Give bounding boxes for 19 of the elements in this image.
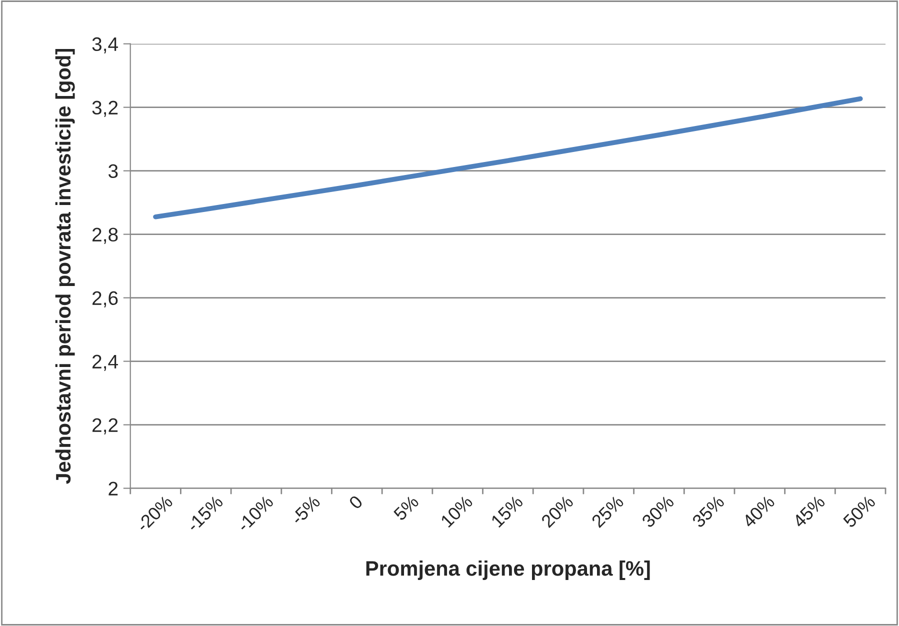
x-tick-label: 35%	[691, 494, 726, 528]
x-tick-label: 45%	[792, 494, 826, 528]
x-tick-label: 40%	[742, 494, 776, 528]
x-tick-label: 50%	[842, 494, 876, 528]
line-series	[153, 96, 863, 220]
y-tick-label: 2,6	[92, 291, 118, 308]
y-tick-label: 2	[108, 482, 118, 496]
x-axis-title: Promjena cijene propana [%]	[366, 560, 650, 580]
y-tick-label: 2,4	[92, 354, 118, 371]
y-tick-label: 2,8	[92, 228, 118, 244]
y-tick-label: 3,4	[92, 37, 118, 54]
x-tick-label: 30%	[641, 494, 675, 528]
y-tick-label: 3,2	[92, 100, 118, 117]
x-tick-label: -5%	[290, 494, 321, 526]
y-tick-label: 2,2	[92, 418, 118, 434]
x-tick-label: 5%	[392, 494, 420, 522]
y-axis-title: Jednostavni period povrata investicije [god]	[55, 48, 75, 484]
x-tick-label: 0	[348, 494, 364, 510]
y-tick-label: 3	[108, 164, 118, 178]
